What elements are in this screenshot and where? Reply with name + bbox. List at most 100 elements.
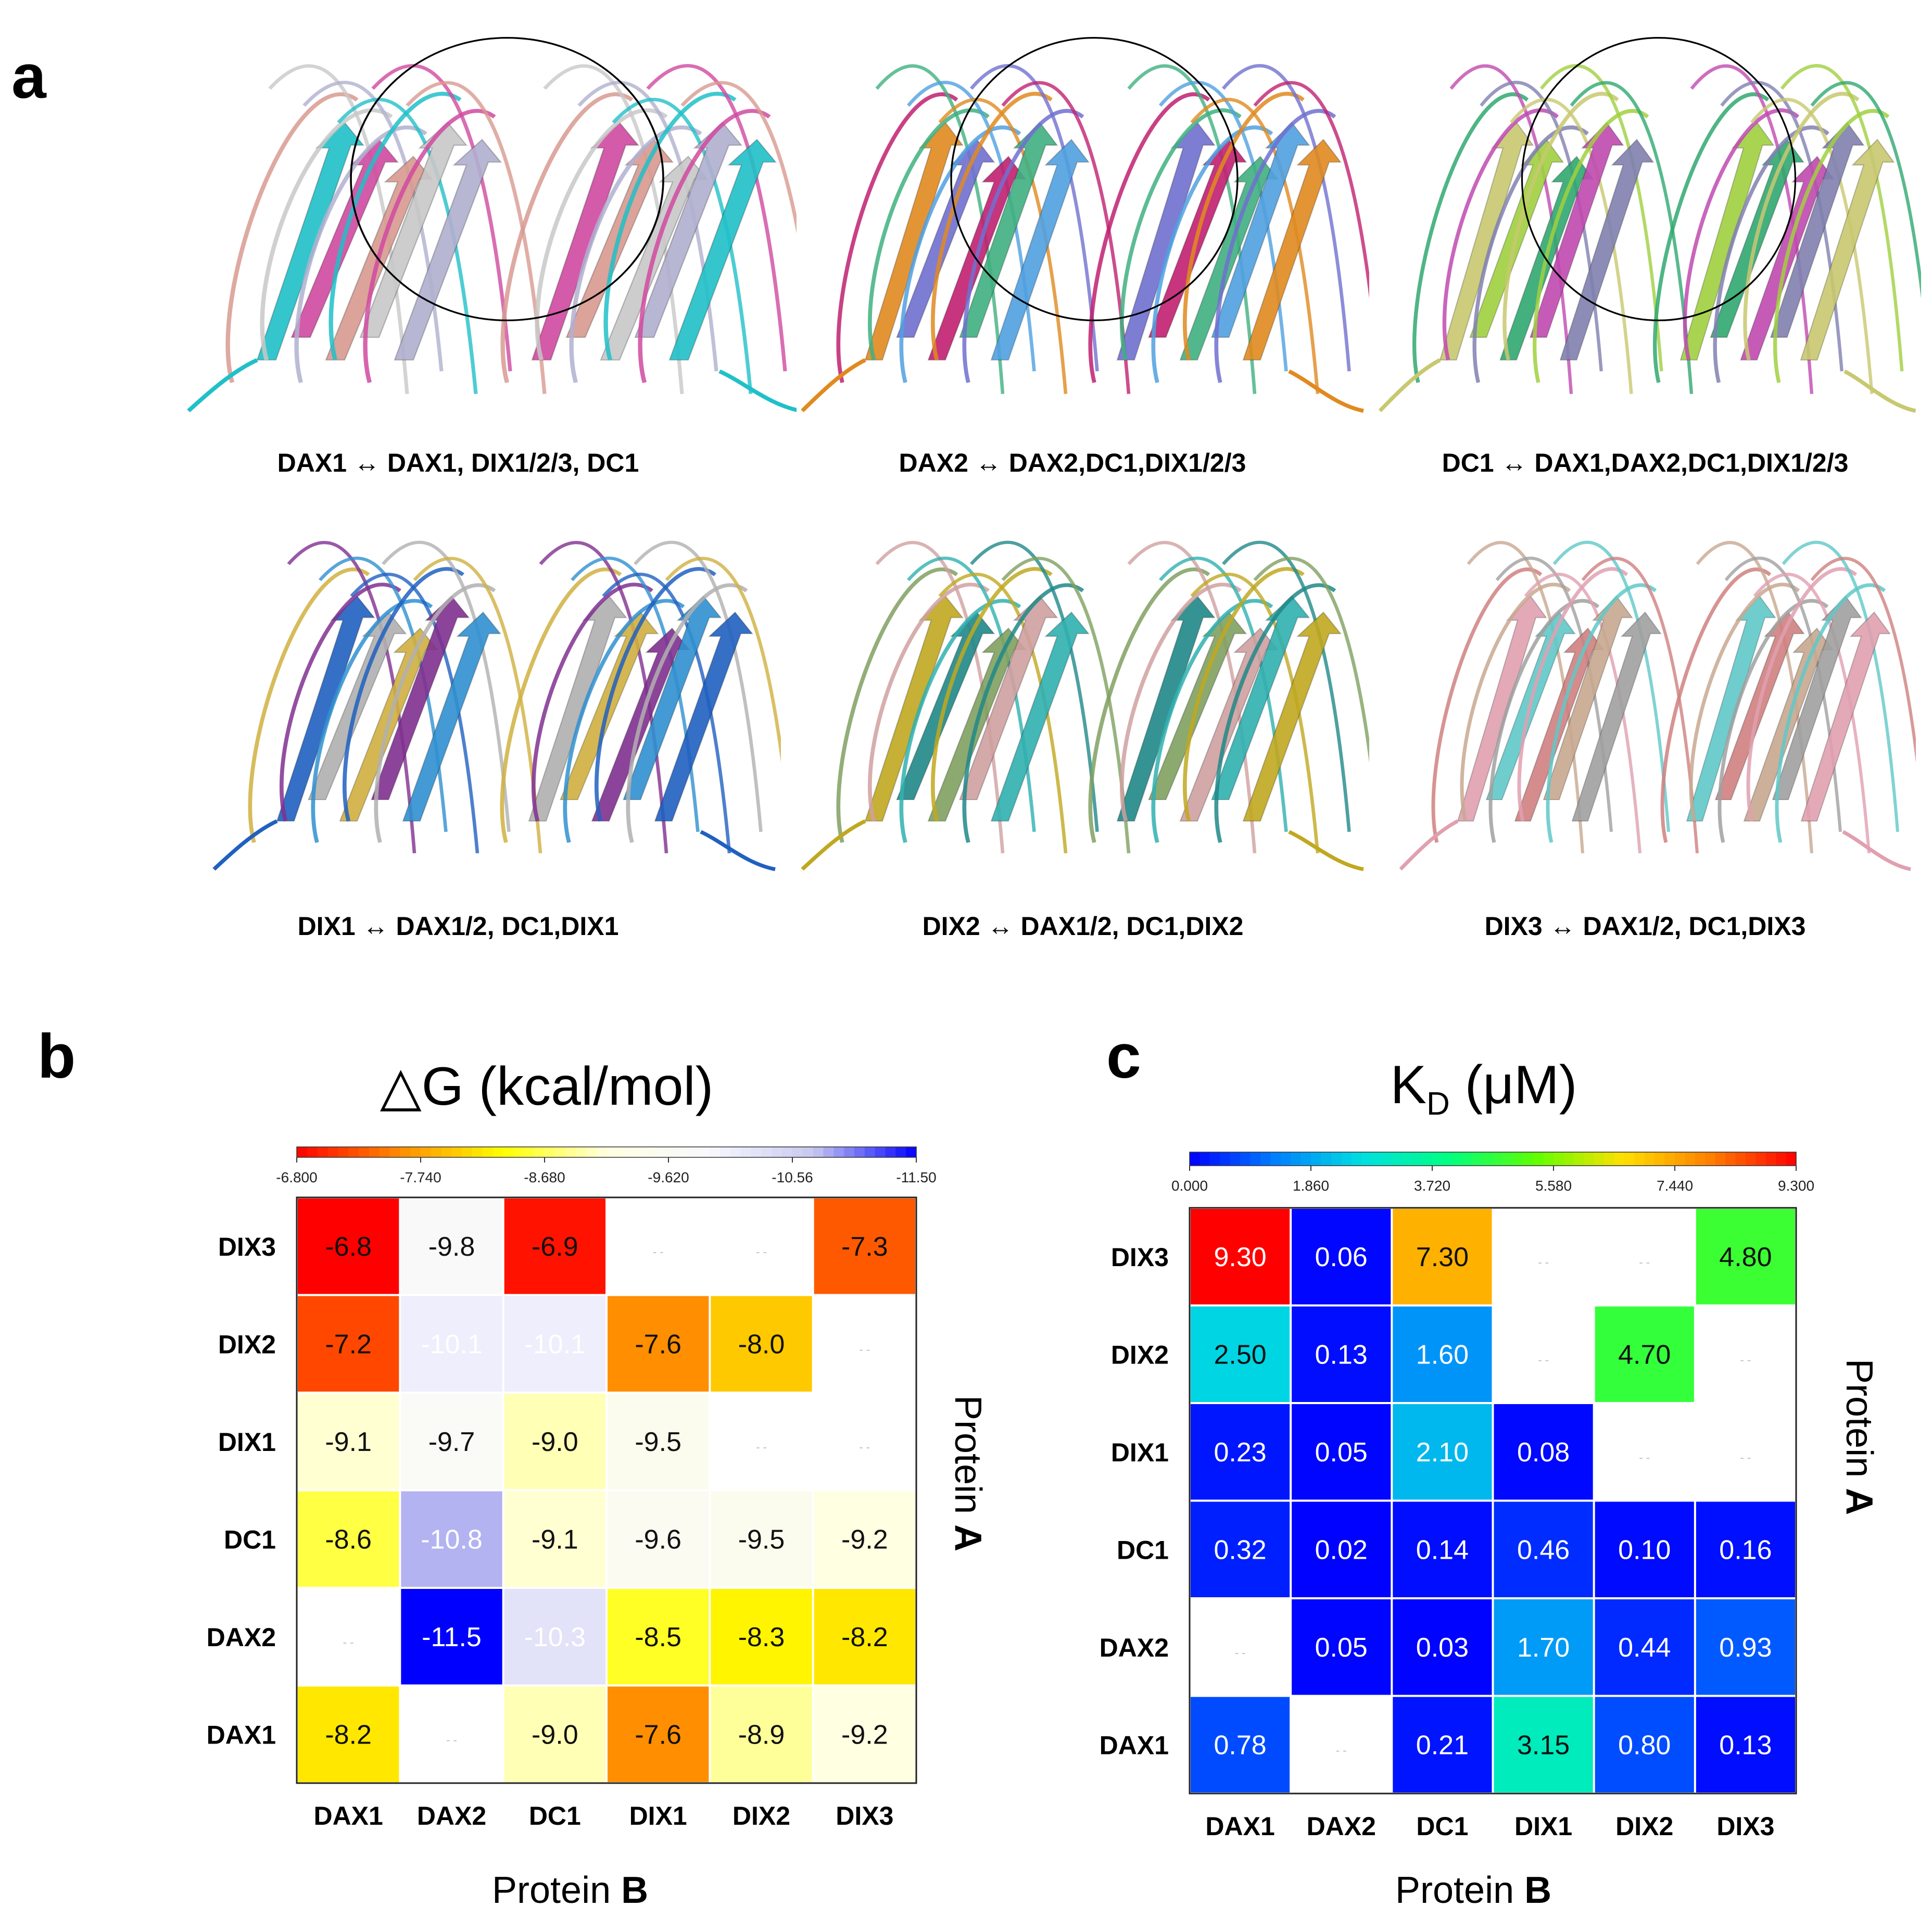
dg-cell-label: -9.0 — [532, 1720, 578, 1750]
dg-cell — [401, 1491, 502, 1587]
structure-image-4 — [208, 500, 781, 875]
kd-chart-title: KD (μM) — [1354, 1054, 1614, 1122]
dg-cell-label: -8.3 — [738, 1622, 785, 1652]
kd-colorbar-segment — [1270, 1152, 1281, 1166]
dg-cell-label: -9.5 — [635, 1427, 681, 1457]
kd-cell-label: 0.44 — [1618, 1633, 1671, 1663]
dg-column-label: DIX2 — [733, 1801, 790, 1830]
dg-cell — [298, 1491, 399, 1587]
kd-cell-label: - - — [1740, 1353, 1751, 1366]
dg-xaxis-title-bold: B — [621, 1870, 649, 1911]
dg-cell-label: -9.1 — [532, 1524, 578, 1555]
kd-colorbar-segment — [1452, 1152, 1463, 1166]
kd-cell-label: 0.78 — [1214, 1730, 1266, 1760]
kd-cell — [1494, 1599, 1593, 1695]
kd-colorbar-segment — [1765, 1152, 1776, 1166]
dg-cell — [504, 1296, 605, 1392]
kd-column-label: DIX3 — [1716, 1812, 1774, 1841]
kd-colorbar-segment — [1341, 1152, 1352, 1166]
kd-row-label: DIX3 — [1111, 1243, 1169, 1272]
kd-colorbar-segment — [1240, 1152, 1251, 1166]
dg-colorbar-segment — [689, 1147, 700, 1157]
dg-cell-label: - - — [859, 1441, 870, 1454]
dg-colorbar-segment — [307, 1147, 318, 1157]
kd-colorbar-segment — [1230, 1152, 1241, 1166]
dg-cell-label: - - — [653, 1245, 664, 1258]
dg-colorbar-segment — [586, 1147, 597, 1157]
dg-colorbar-segment — [400, 1147, 411, 1157]
kd-cell — [1393, 1599, 1492, 1695]
dg-cell — [504, 1686, 605, 1782]
kd-colorbar-segment — [1381, 1152, 1392, 1166]
kd-cell-label: 0.46 — [1517, 1535, 1570, 1565]
kd-cell — [1393, 1501, 1492, 1597]
dg-colorbar-segment — [668, 1147, 679, 1157]
kd-colorbar-segment — [1776, 1152, 1787, 1166]
dg-cell-label: -9.7 — [428, 1427, 475, 1457]
dg-cell-label: -9.1 — [325, 1427, 372, 1457]
dg-row-label: DAX2 — [207, 1623, 276, 1652]
kd-colorbar-segment — [1250, 1152, 1261, 1166]
dg-colorbar-segment — [327, 1147, 338, 1157]
kd-colorbar-segment — [1715, 1152, 1726, 1166]
kd-cell-label: - - — [1639, 1256, 1650, 1269]
protein-ribbon-graphic — [212, 540, 781, 872]
dg-colorbar-segment — [730, 1147, 741, 1157]
kd-colorbar-segment — [1502, 1152, 1513, 1166]
kd-cell — [1595, 1209, 1694, 1305]
kd-cell-label: 4.70 — [1618, 1340, 1671, 1370]
kd-colorbar-segment — [1311, 1152, 1322, 1166]
kd-cell — [1191, 1209, 1290, 1305]
dg-cell-label: -8.2 — [841, 1622, 888, 1652]
dg-colorbar-segment — [802, 1147, 814, 1157]
kd-cell — [1595, 1599, 1694, 1695]
kd-colorbar-segment — [1412, 1152, 1423, 1166]
kd-cell — [1696, 1306, 1795, 1402]
kd-cell — [1191, 1306, 1290, 1402]
dg-colorbar-segment — [524, 1147, 535, 1157]
dg-column-label: DIX3 — [836, 1801, 893, 1830]
kd-cell-label: - - — [1336, 1744, 1347, 1757]
dg-cell-label: -10.8 — [421, 1524, 483, 1555]
dg-colorbar-segment — [410, 1147, 421, 1157]
dg-xaxis-title: Protein B — [492, 1869, 648, 1912]
dg-colorbar-segment — [441, 1147, 452, 1157]
kd-colorbar-segment — [1351, 1152, 1362, 1166]
kd-plot-frame — [1189, 1207, 1797, 1795]
kd-cell-label: - - — [1235, 1646, 1246, 1659]
kd-colorbar-segment — [1472, 1152, 1483, 1166]
kd-colorbar-segment — [1624, 1152, 1635, 1166]
kd-row-label: DAX2 — [1100, 1633, 1169, 1662]
kd-colorbar-segment — [1493, 1152, 1504, 1166]
dg-cell-label: -9.8 — [428, 1232, 475, 1262]
kd-cell — [1393, 1306, 1492, 1402]
kd-colorbar-tick-label: 1.860 — [1293, 1178, 1329, 1194]
kd-colorbar-segment — [1392, 1152, 1403, 1166]
dg-cell — [608, 1296, 709, 1392]
dg-cell — [814, 1589, 915, 1685]
dg-colorbar-segment — [338, 1147, 349, 1157]
kd-yaxis-title-bold: A — [1838, 1488, 1880, 1516]
kd-row-label: DIX1 — [1111, 1438, 1169, 1467]
kd-yaxis-title-prefix: Protein — [1838, 1359, 1880, 1488]
dg-colorbar-segment — [720, 1147, 731, 1157]
kd-colorbar-segment — [1260, 1152, 1271, 1166]
kd-column-label: DAX1 — [1205, 1812, 1274, 1841]
dg-colorbar-segment — [513, 1147, 524, 1157]
kd-cell-label: 0.14 — [1416, 1535, 1469, 1565]
protein-ribbon-graphic — [801, 36, 1369, 413]
kd-cell-label: 9.30 — [1214, 1242, 1266, 1272]
dg-row-label: DIX2 — [218, 1330, 276, 1359]
kd-cell — [1292, 1404, 1391, 1500]
kd-cell-label: 0.05 — [1315, 1437, 1368, 1468]
kd-cell-label: 0.13 — [1719, 1730, 1772, 1760]
kd-xaxis-title: Protein B — [1395, 1869, 1551, 1912]
dg-cell — [814, 1491, 915, 1587]
kd-cell — [1696, 1697, 1795, 1792]
kd-colorbar-segment — [1190, 1152, 1201, 1166]
kd-colorbar-segment — [1331, 1152, 1342, 1166]
dg-column-label: DAX1 — [313, 1801, 383, 1830]
kd-colorbar-segment — [1634, 1152, 1645, 1166]
dg-cell-label: -8.2 — [325, 1720, 372, 1750]
dg-colorbar-segment — [616, 1147, 628, 1157]
